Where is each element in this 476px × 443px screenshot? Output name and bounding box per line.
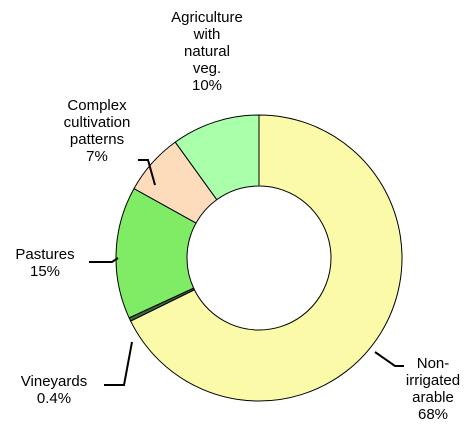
slice-label: Agriculture with natural veg. 10% [171,9,243,94]
leader-line [104,341,133,386]
value-label: 0.4% [36,390,72,407]
value-label: 7% [86,148,108,165]
slice [174,114,260,201]
slice-label: Vineyards 0.4% [21,373,87,407]
value-label: 15% [29,263,61,280]
leader-line [374,351,404,367]
slice-label: Non-irrigated arable 68% [406,355,460,423]
leader-line [89,257,119,263]
category-label: Agriculture with natural veg. [171,9,243,77]
value-label: 10% [191,77,223,94]
category-label: Non-irrigated arable [405,355,461,406]
value-label: 68% [417,406,449,423]
slices [115,114,403,402]
slice-label: Complex cultivation patterns 7% [64,97,131,165]
category-label: Complex cultivation patterns [63,97,131,148]
leader-lines [89,159,404,386]
slice [129,114,403,402]
leader-line [138,159,156,186]
category-label: Pastures [15,246,75,263]
category-label: Vineyards [20,373,88,390]
slice-label: Pastures 15% [15,246,74,280]
